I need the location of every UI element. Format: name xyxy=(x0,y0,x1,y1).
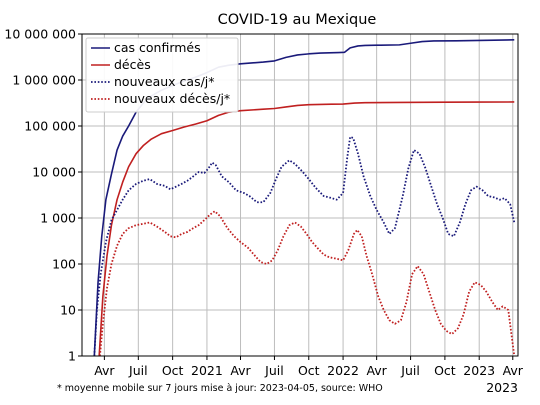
x-year-label: 2023 xyxy=(486,380,518,395)
x-axis: Avr Juil Oct 2021 Avr Juil Oct 2022 Avr Juil Oct 20… xyxy=(94,356,524,378)
x-tick-label: Juil xyxy=(128,363,148,378)
x-tick-label: Avr xyxy=(503,363,524,378)
legend-label-cas: cas confirmés xyxy=(114,40,201,55)
y-tick-label: 1 000 xyxy=(40,211,76,226)
legend: cas confirmés décès nouveaux cas/j* nouv… xyxy=(85,37,239,113)
x-tick-label: 2021 xyxy=(191,363,223,378)
x-tick-label: Oct xyxy=(434,363,456,378)
x-tick-label: Oct xyxy=(298,363,320,378)
legend-label-nouveaux-deces: nouveaux décès/j* xyxy=(114,91,230,106)
x-tick-label: Avr xyxy=(94,363,115,378)
footnote: * moyenne mobile sur 7 jours mise à jour… xyxy=(57,383,383,394)
plot-frame xyxy=(81,33,519,357)
y-tick-label: 1 xyxy=(68,349,76,364)
y-tick-label: 10 000 xyxy=(32,165,76,180)
legend-box xyxy=(85,37,239,113)
x-tick-label: Juil xyxy=(400,363,420,378)
x-tick-label: Avr xyxy=(230,363,251,378)
y-tick-label: 100 000 xyxy=(24,119,76,134)
chart-title: COVID-19 au Mexique xyxy=(218,12,377,28)
x-tick-label: Juil xyxy=(264,363,284,378)
y-tick-label: 100 xyxy=(52,257,76,272)
x-tick-label: 2022 xyxy=(327,363,359,378)
series-deces xyxy=(98,101,515,357)
y-tick-label: 10 000 000 xyxy=(4,27,76,42)
legend-label-nouveaux-cas: nouveaux cas/j* xyxy=(114,74,215,89)
legend-label-deces: décès xyxy=(114,57,151,72)
y-tick-label: 10 xyxy=(60,303,76,318)
x-tick-label: Avr xyxy=(366,363,387,378)
y-axis: 1 10 100 1 000 10 000 100 000 1 000 000 10 000 … xyxy=(4,27,82,364)
y-tick-label: 1 000 000 xyxy=(12,73,76,88)
series-cas-confirmes xyxy=(93,39,515,357)
x-tick-label: 2023 xyxy=(463,363,495,378)
x-tick-label: Oct xyxy=(162,363,184,378)
series-layer xyxy=(93,39,516,357)
